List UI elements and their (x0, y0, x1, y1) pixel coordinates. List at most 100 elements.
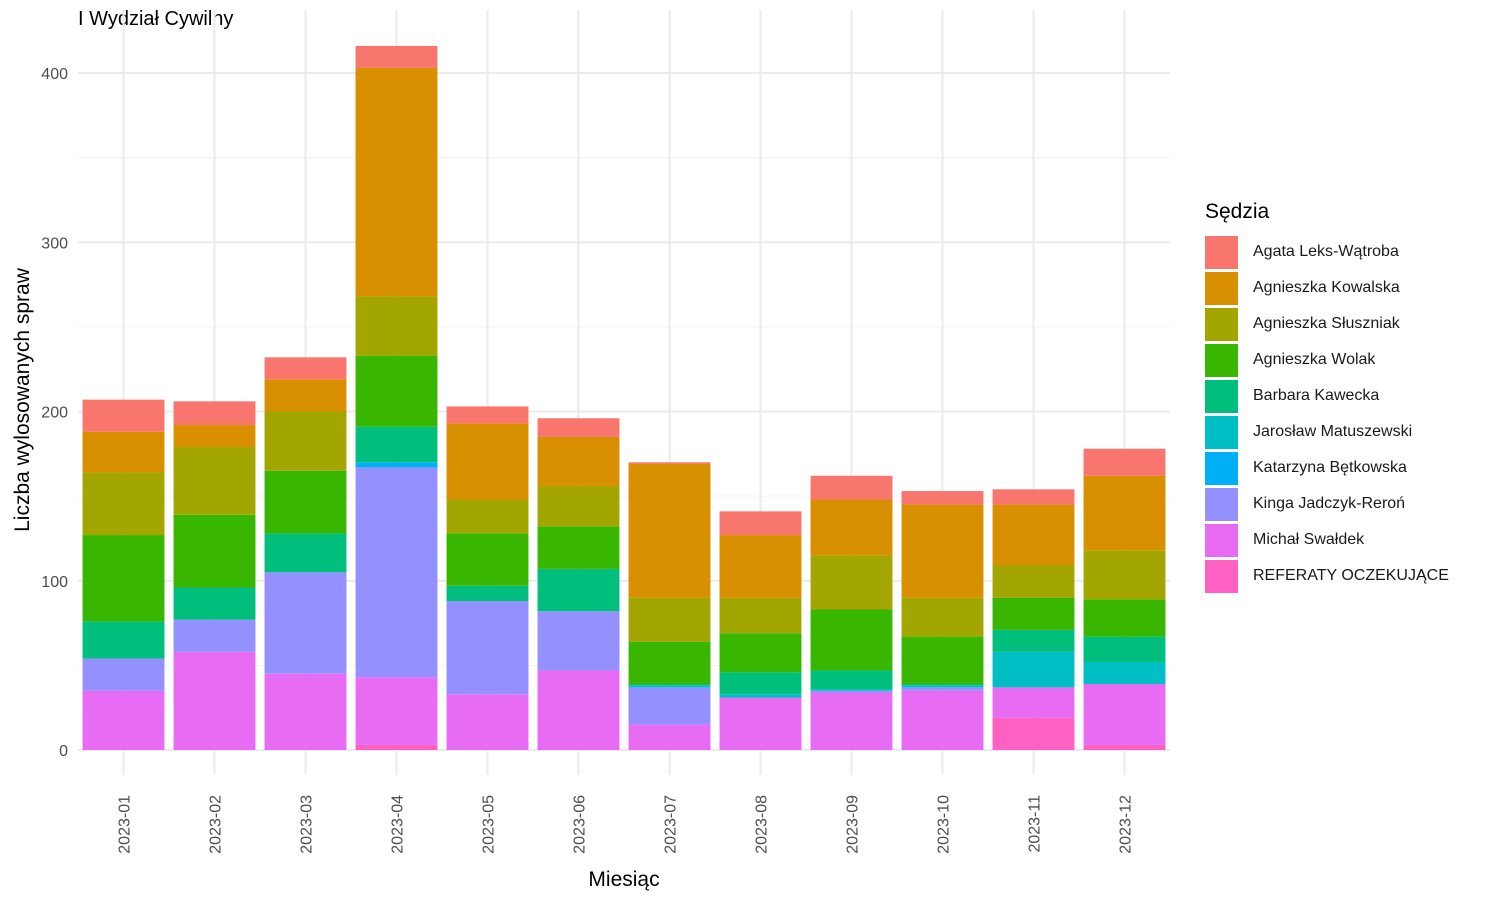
bar-segment (355, 296, 438, 356)
legend-swatch (1205, 415, 1238, 449)
bar-segment (173, 651, 256, 750)
bar-segment (992, 651, 1075, 688)
bar-segment (446, 533, 529, 586)
y-tick-label: 100 (41, 574, 68, 591)
bar-segment (1083, 550, 1166, 600)
bar-segment (173, 425, 256, 448)
bar-segment (537, 526, 620, 569)
bar-segment (1083, 448, 1166, 476)
bar-segment (264, 379, 347, 412)
x-tick-label: 2023-01 (117, 795, 134, 854)
bar-segment (628, 724, 711, 750)
bar-segment (810, 692, 893, 750)
legend-label: Michał Swałdek (1253, 531, 1365, 548)
bar-segment (446, 601, 529, 695)
bar-segment (810, 609, 893, 671)
legend-items: Agata Leks-Wątroba Agnieszka Kowalska Agni… (1205, 234, 1449, 594)
legend-item: Michał Swałdek (1205, 522, 1449, 558)
bar-segment (173, 587, 256, 620)
x-tick-label: 2023-11 (1027, 795, 1044, 853)
legend-label: Agata Leks-Wątroba (1253, 243, 1399, 260)
bar-segment (173, 514, 256, 588)
x-tick-label: 2023-06 (572, 795, 589, 854)
bar-segment (264, 470, 347, 534)
bar-segment (264, 533, 347, 573)
bar-segment (901, 685, 984, 688)
legend-item: Agnieszka Kowalska (1205, 270, 1449, 306)
bar-segment (1083, 744, 1166, 750)
y-tick-label: 400 (41, 66, 68, 83)
legend-item: Agata Leks-Wątroba (1205, 234, 1449, 270)
bar-segment (810, 690, 893, 693)
bar-segment (446, 694, 529, 750)
bar-segment (446, 423, 529, 500)
legend-label: Barbara Kawecka (1253, 387, 1380, 404)
legend-item: Agnieszka Wolak (1205, 342, 1449, 378)
bar-segment (537, 568, 620, 612)
bar-segment (810, 475, 893, 500)
legend-swatch (1205, 343, 1238, 377)
bar-segment (82, 621, 165, 659)
bar-segment (264, 572, 347, 674)
bar-segment (992, 629, 1075, 652)
bar-segment (719, 597, 802, 634)
legend: Sędzia Agata Leks-Wątroba Agnieszka Kowal… (1205, 200, 1449, 594)
bar-segment (901, 504, 984, 598)
bar-segment (446, 585, 529, 602)
bar-segment (537, 418, 620, 437)
legend-item: Kinga Jadczyk-Reroń (1205, 486, 1449, 522)
x-tick-label: 2023-07 (663, 795, 680, 854)
bar-segment (1083, 661, 1166, 684)
bar-segment (355, 744, 438, 750)
bar-segment (82, 431, 165, 473)
bar-segment (628, 597, 711, 642)
legend-swatch (1205, 487, 1238, 521)
bar-segment (719, 535, 802, 598)
bar-segment (628, 685, 711, 688)
bar-segment (992, 489, 1075, 505)
bar-segment (537, 611, 620, 671)
bar-segment (1083, 636, 1166, 662)
bar-segment (82, 535, 165, 622)
bar-segment (1083, 599, 1166, 637)
y-tick-label: 0 (59, 743, 68, 760)
bar-segment (537, 670, 620, 750)
bar-segment (264, 673, 347, 750)
bar-segment (992, 597, 1075, 630)
legend-label: Agnieszka Słuszniak (1253, 315, 1400, 332)
legend-title: Sędzia (1205, 200, 1270, 223)
bar-segment (901, 491, 984, 505)
y-axis-title: Liczba wylosowanych spraw (11, 267, 34, 532)
legend-item: Jarosław Matuszewski (1205, 414, 1449, 450)
bar-segment (901, 687, 984, 691)
bar-segment (719, 672, 802, 695)
bar-segment (992, 504, 1075, 566)
bar-segment (355, 462, 438, 468)
bar-segment (810, 555, 893, 610)
bar-segment (810, 499, 893, 556)
x-tick-label: 2023-04 (390, 795, 407, 854)
x-tick-label: 2023-12 (1118, 795, 1135, 854)
bar-segment (446, 499, 529, 534)
bar-segment (628, 462, 711, 464)
legend-item: REFERATY OCZEKUJĄCE (1205, 558, 1449, 594)
x-tick-label: 2023-09 (845, 795, 862, 854)
legend-swatch (1205, 271, 1238, 305)
x-tick-label: 2023-03 (299, 795, 316, 854)
bar-segment (537, 436, 620, 486)
bar-segment (355, 426, 438, 463)
bar-segment (1083, 475, 1166, 551)
bar-segment (355, 355, 438, 427)
bar-segment (719, 697, 802, 750)
bar-segment (446, 406, 529, 424)
bar-segment (173, 447, 256, 515)
bar-segment (628, 683, 711, 686)
bar-segment (264, 411, 347, 471)
x-tick-label: 2023-08 (754, 795, 771, 854)
legend-label: Jarosław Matuszewski (1253, 423, 1413, 440)
x-tick-label: 2023-05 (481, 795, 498, 854)
bar-segment (355, 467, 438, 678)
bar-segment (628, 463, 711, 598)
